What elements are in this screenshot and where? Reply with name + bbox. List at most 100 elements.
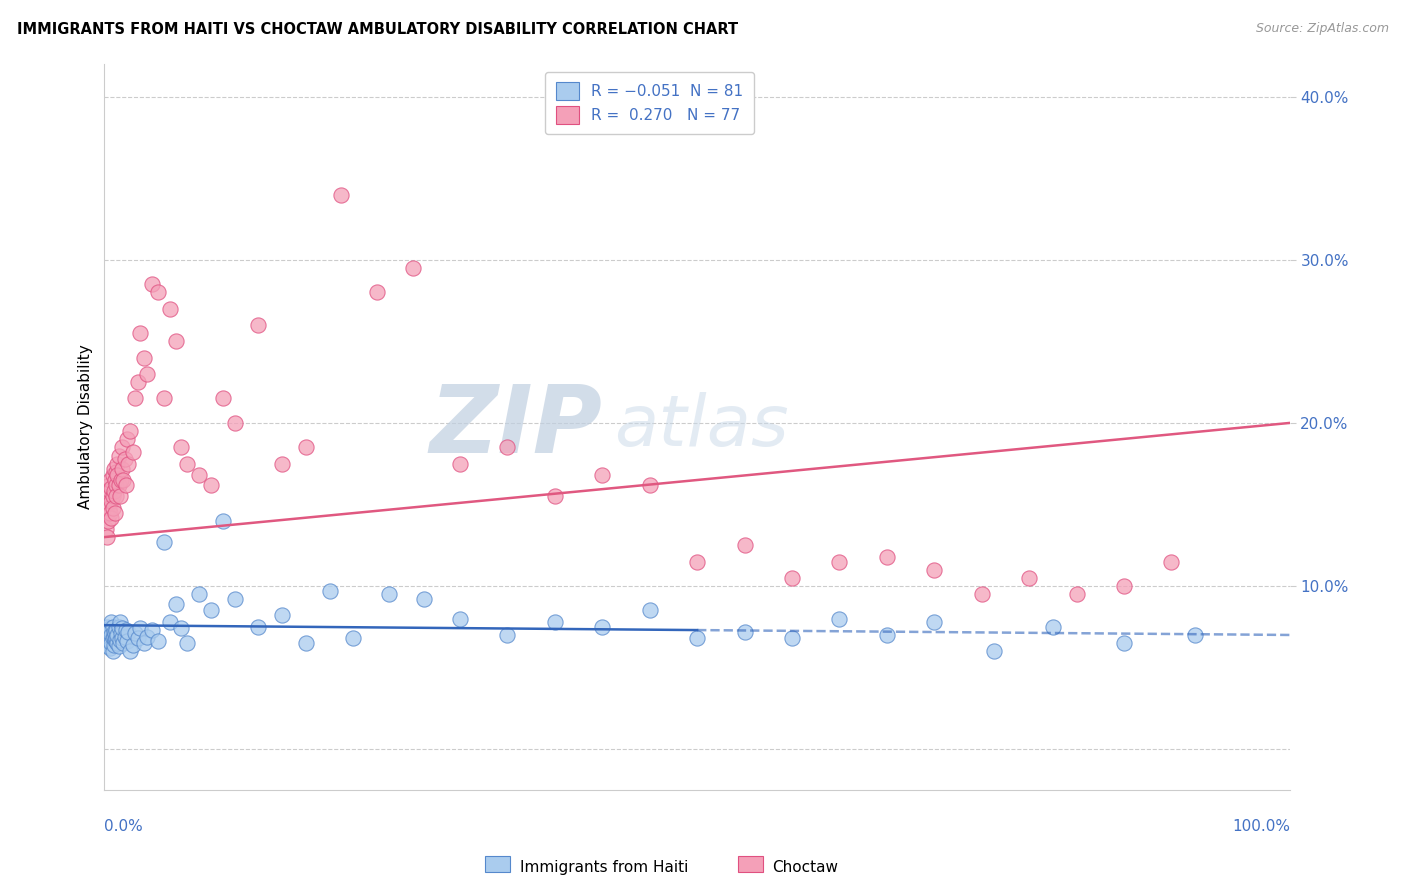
Point [111,441,134,455]
Point [638,478,661,492]
Point [108,632,131,647]
Point [176,636,198,650]
Point [780,571,803,585]
Point [115,634,138,648]
Point [98,634,121,648]
Point [212,514,235,528]
Point [247,318,270,332]
Point [828,612,851,626]
Point [188,587,211,601]
Point [103,484,125,499]
Point [101,500,124,515]
Point [101,620,124,634]
Point [94,628,117,642]
Point [734,538,756,552]
Point [100,510,122,524]
Legend: R = −0.051  N = 81, R =  0.270   N = 77: R = −0.051 N = 81, R = 0.270 N = 77 [546,71,754,135]
Point [127,632,149,646]
Point [1066,587,1088,601]
Point [120,644,142,658]
Point [591,468,613,483]
Point [271,608,294,623]
Point [105,632,128,646]
Point [103,624,125,639]
Point [100,494,122,508]
Point [141,277,163,292]
Point [136,367,159,381]
Point [115,432,138,446]
Point [98,478,121,492]
Point [449,457,471,471]
Point [159,615,181,629]
Point [271,457,294,471]
Point [983,644,1005,658]
Point [107,636,129,650]
Y-axis label: Ambulatory Disability: Ambulatory Disability [79,344,93,509]
Point [98,500,121,515]
Point [107,457,129,471]
Point [111,632,134,646]
Point [247,620,270,634]
Point [98,473,121,487]
Text: ZIP: ZIP [429,381,602,473]
Point [413,592,436,607]
Point [1112,636,1135,650]
Point [200,478,222,492]
Point [165,334,187,349]
Point [97,632,120,646]
Point [114,630,136,644]
Point [108,489,131,503]
Point [129,326,152,341]
Point [94,522,117,536]
Point [922,563,945,577]
Point [828,555,851,569]
Point [212,392,235,406]
Point [132,351,155,365]
Point [114,623,136,637]
Point [97,514,120,528]
Point [111,622,134,636]
Point [114,451,136,466]
Point [105,465,128,479]
Point [114,478,136,492]
Point [104,506,127,520]
Point [111,461,134,475]
Point [295,636,318,650]
Point [96,506,118,520]
Point [141,623,163,637]
Point [120,424,142,438]
Point [1042,620,1064,634]
Point [107,640,129,654]
Point [103,638,125,652]
Point [103,461,125,475]
Point [98,484,121,499]
Point [98,632,121,647]
Point [96,636,118,650]
Point [686,632,709,646]
Point [105,634,128,648]
Point [1160,555,1182,569]
Point [100,628,122,642]
Point [108,615,131,629]
Text: 100.0%: 100.0% [1232,819,1289,834]
Point [107,449,129,463]
Point [98,626,121,640]
Point [876,628,898,642]
Point [127,375,149,389]
Point [922,615,945,629]
Point [876,549,898,564]
Point [200,603,222,617]
Point [100,481,122,495]
Point [170,622,193,636]
Point [107,478,129,492]
Point [152,535,174,549]
Point [780,632,803,646]
Point [97,624,120,639]
Point [104,626,127,640]
Point [98,622,121,636]
Point [188,468,211,483]
Point [295,441,318,455]
Point [101,468,124,483]
Point [105,623,128,637]
Point [97,489,120,503]
